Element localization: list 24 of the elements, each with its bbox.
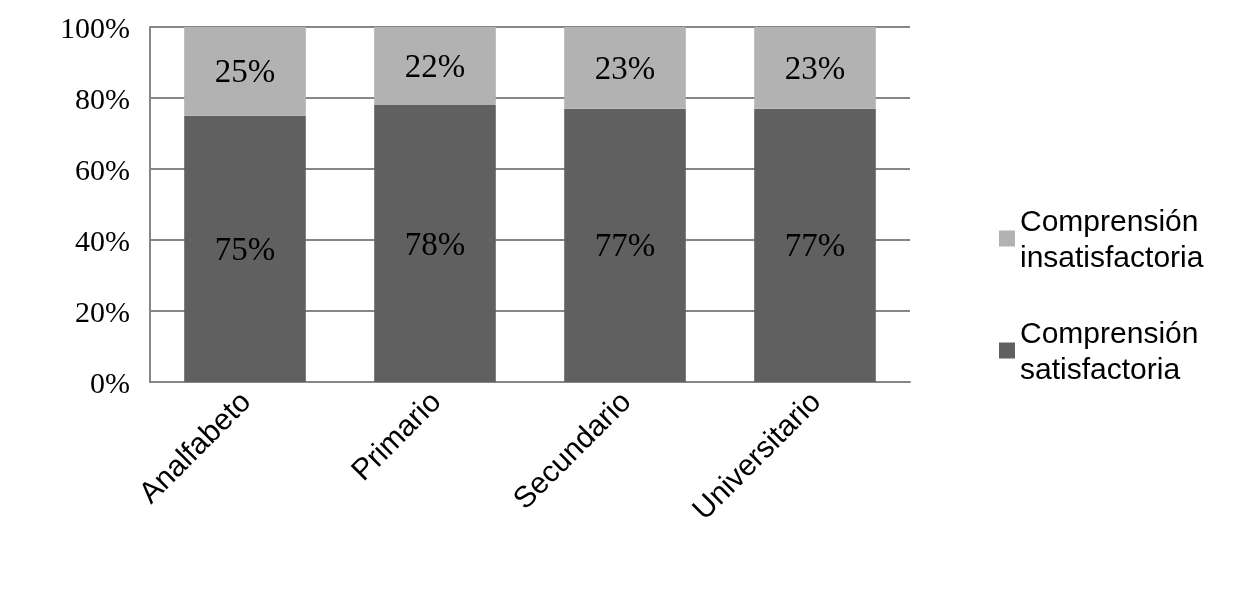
y-tick-label: 20% [75, 294, 130, 328]
bar [754, 108, 876, 382]
data-label: 77% [784, 227, 846, 264]
y-tick-label: 100% [60, 10, 130, 44]
bar [374, 27, 496, 106]
y-tick-label: 0% [90, 365, 130, 399]
data-label: 25% [214, 53, 276, 90]
data-label: 78% [404, 225, 466, 262]
y-tick-label: 60% [75, 152, 130, 186]
data-label: 22% [404, 48, 466, 85]
bar [564, 27, 686, 109]
legend-label: Comprensión insatisfactoria [1020, 204, 1207, 273]
data-label: 23% [594, 49, 656, 86]
legend-label: Comprensión satisfactoria [1020, 316, 1207, 385]
bar [754, 27, 876, 109]
bar [564, 108, 686, 382]
data-label: 75% [214, 230, 276, 267]
data-label: 23% [784, 49, 846, 86]
bar [374, 105, 496, 382]
y-tick-label: 40% [75, 223, 130, 257]
bar [184, 115, 306, 382]
y-tick-label: 80% [75, 81, 130, 115]
data-label: 77% [594, 227, 656, 264]
bar [184, 27, 306, 116]
